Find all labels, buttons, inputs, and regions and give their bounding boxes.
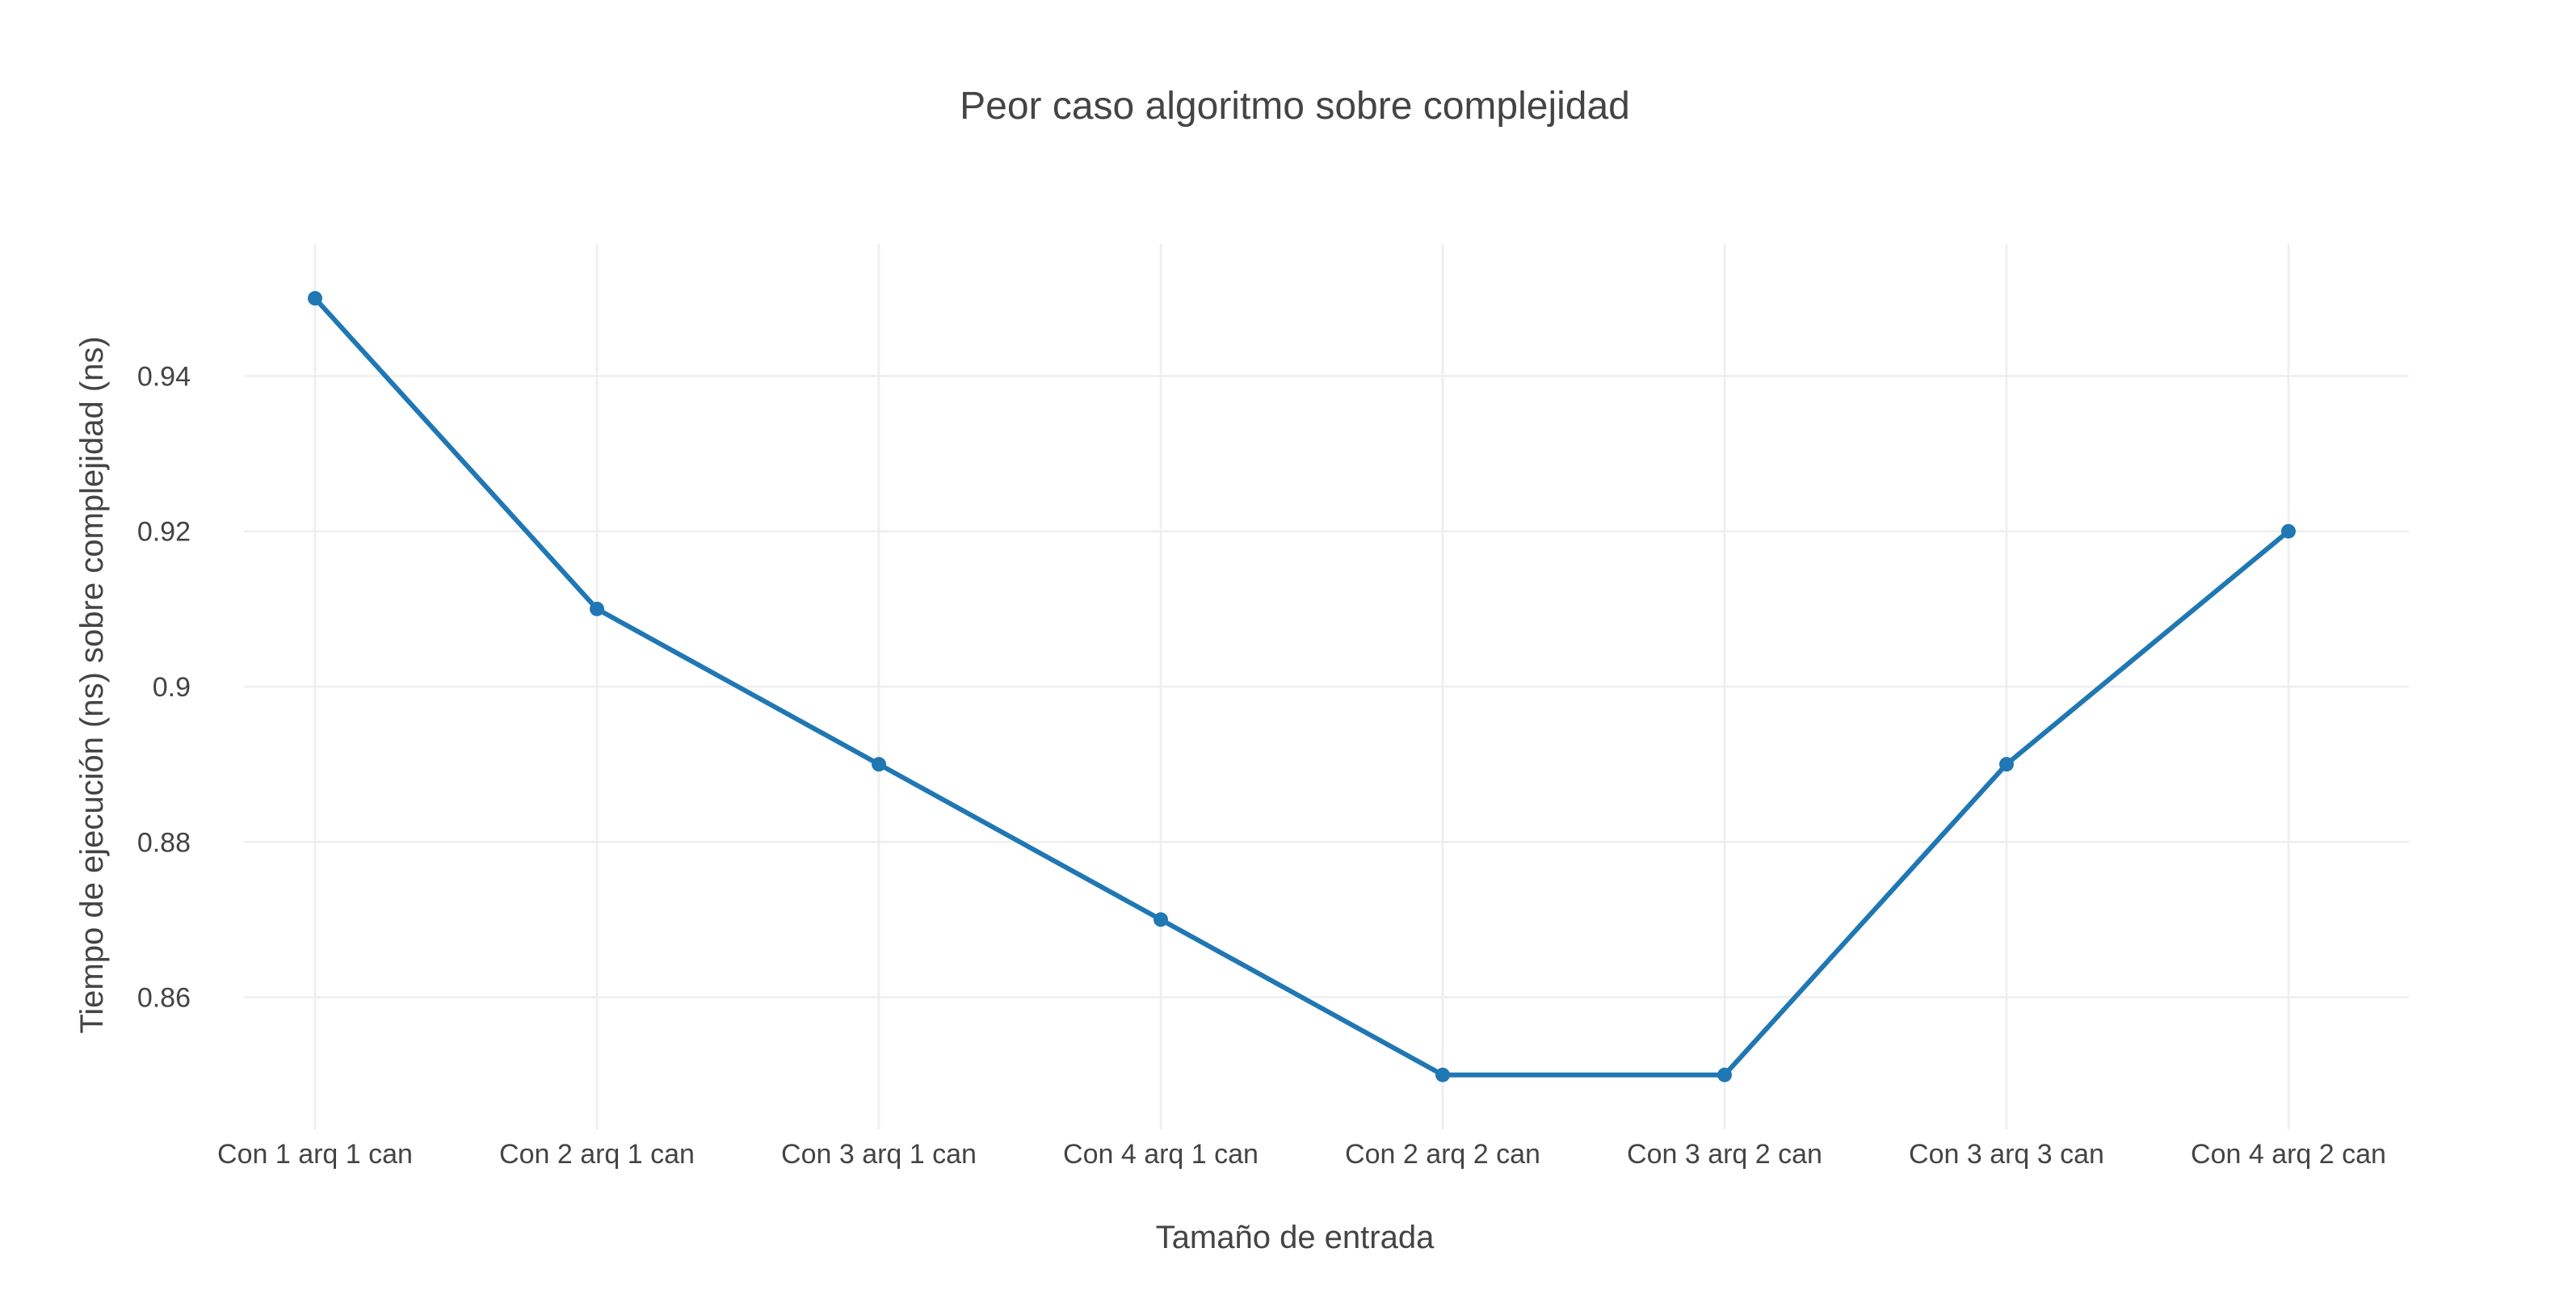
x-tick-label: Con 1 arq 1 can: [217, 1139, 413, 1170]
x-tick-label: Con 3 arq 2 can: [1627, 1139, 1822, 1170]
y-tick-label: 0.94: [137, 361, 191, 392]
y-axis-title: Tiempo de ejecución (ns) sobre complejid…: [74, 336, 110, 1033]
grid: [244, 244, 2409, 1129]
data-point: [590, 601, 604, 616]
y-tick-label: 0.9: [153, 672, 191, 703]
chart-title: Peor caso algoritmo sobre complejidad: [960, 85, 1630, 128]
x-tick-label: Con 3 arq 1 can: [781, 1139, 977, 1170]
y-tick-label: 0.92: [137, 517, 191, 548]
data-point: [1435, 1067, 1450, 1082]
data-point: [1154, 912, 1168, 927]
y-axis-ticks: 0.86 0.88 0.9 0.92 0.94: [137, 361, 191, 1013]
data-point: [308, 291, 322, 306]
series-line: [313, 296, 2290, 1078]
x-tick-label: Con 3 arq 3 can: [1909, 1139, 2104, 1170]
data-point: [1717, 1067, 1732, 1082]
x-axis-ticks: Con 1 arq 1 can Con 2 arq 1 can Con 3 arq …: [217, 1139, 2386, 1170]
x-tick-label: Con 2 arq 1 can: [499, 1139, 695, 1170]
data-point: [1999, 757, 2014, 772]
x-tick-label: Con 4 arq 1 can: [1063, 1139, 1259, 1170]
x-tick-label: Con 4 arq 2 can: [2191, 1139, 2386, 1170]
x-axis-title: Tamaño de entrada: [1156, 1220, 1435, 1255]
y-tick-label: 0.88: [137, 827, 191, 858]
data-point: [872, 757, 886, 772]
y-tick-label: 0.86: [137, 983, 191, 1014]
data-point: [2281, 523, 2296, 539]
data-series: [308, 291, 2296, 1082]
x-tick-label: Con 2 arq 2 can: [1345, 1139, 1540, 1170]
